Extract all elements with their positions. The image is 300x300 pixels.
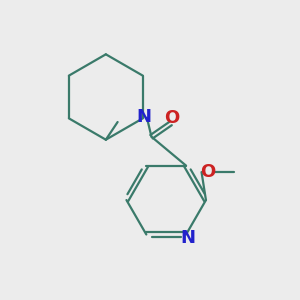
Text: O: O [200,163,215,181]
Text: O: O [164,109,180,127]
Text: N: N [180,229,195,247]
Text: N: N [136,108,151,126]
